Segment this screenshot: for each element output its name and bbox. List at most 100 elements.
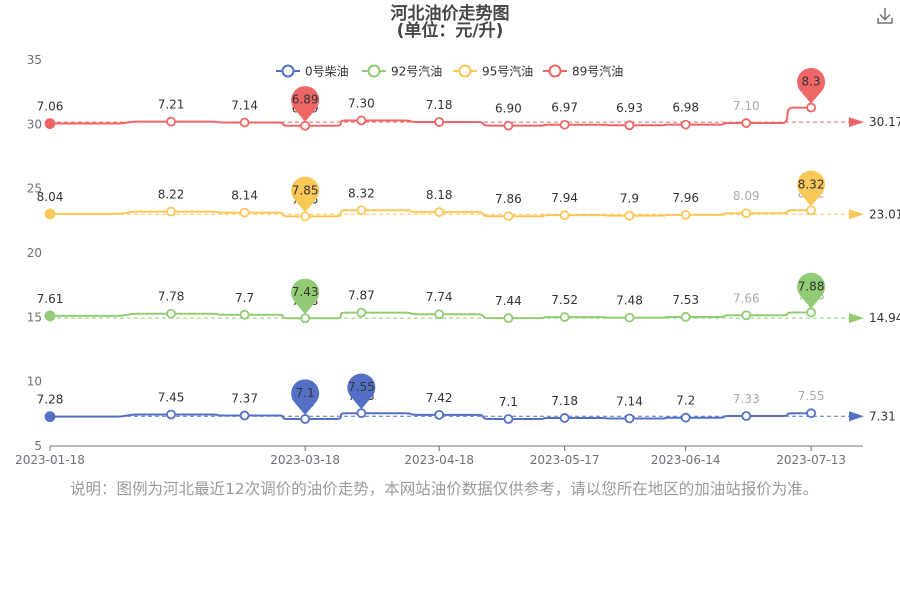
x-tick-label: 2023-05-17 bbox=[530, 453, 600, 467]
data-point bbox=[300, 414, 311, 424]
data-point bbox=[300, 313, 311, 324]
data-label: 7.78 bbox=[158, 290, 185, 304]
data-point bbox=[624, 120, 635, 131]
data-point bbox=[300, 211, 311, 222]
data-point bbox=[624, 210, 635, 221]
y-tick-label: 5 bbox=[34, 439, 42, 453]
data-point bbox=[680, 312, 691, 322]
y-tick-label: 30 bbox=[27, 117, 42, 131]
legend-item[interactable]: 92号汽油 bbox=[362, 64, 442, 79]
pin-label: 6.89 bbox=[292, 93, 319, 107]
series-line bbox=[50, 311, 812, 320]
max-min-pin bbox=[291, 379, 320, 415]
average-arrow bbox=[849, 313, 864, 324]
x-tick-label: 2023-03-18 bbox=[270, 453, 340, 467]
legend-label: 95号汽油 bbox=[482, 64, 533, 79]
data-point bbox=[741, 208, 752, 219]
data-point bbox=[680, 412, 691, 423]
legend-marker bbox=[367, 64, 381, 78]
max-min-pin bbox=[291, 176, 320, 213]
data-label: 8.32 bbox=[348, 186, 375, 200]
data-label: 6.93 bbox=[616, 101, 643, 115]
data-label: 7.45 bbox=[158, 390, 185, 404]
download-icon-glyph bbox=[877, 8, 893, 24]
footnote: 说明：图例为河北最近12次调价的油价走势，本网站油价数据仅供参考，请以您所在地区… bbox=[70, 480, 819, 498]
legend-marker bbox=[458, 64, 472, 78]
average-arrow bbox=[849, 209, 864, 220]
chart-title: 河北油价走势图 bbox=[390, 4, 510, 24]
max-min-pin bbox=[797, 272, 826, 309]
legend-marker bbox=[281, 64, 295, 78]
average-label: 23.01 bbox=[869, 207, 900, 221]
data-label: 7.94 bbox=[551, 191, 578, 205]
legend-label: 0号柴油 bbox=[305, 65, 349, 79]
data-label: 7.48 bbox=[616, 294, 643, 308]
data-point bbox=[806, 102, 817, 113]
pin-label: 7.1 bbox=[296, 386, 315, 400]
data-point bbox=[434, 117, 445, 127]
y-tick-label: 15 bbox=[27, 310, 42, 324]
data-label: 7.21 bbox=[158, 98, 185, 112]
pin-label: 8.32 bbox=[798, 177, 825, 191]
data-label: 7.66 bbox=[733, 291, 760, 305]
data-label: 6.98 bbox=[672, 101, 699, 115]
data-point bbox=[300, 120, 311, 131]
data-point bbox=[44, 310, 56, 322]
pin-label: 7.85 bbox=[292, 183, 319, 197]
data-label: 7.86 bbox=[495, 192, 522, 206]
series-line bbox=[50, 106, 812, 127]
data-point bbox=[166, 409, 176, 420]
data-label: 7.14 bbox=[616, 394, 643, 408]
legend-item[interactable]: 89号汽油 bbox=[543, 64, 623, 79]
data-label: 7.55 bbox=[798, 389, 825, 403]
average-arrow bbox=[849, 117, 864, 128]
data-label: 8.14 bbox=[231, 189, 258, 203]
legend-item[interactable]: 0号柴油 bbox=[276, 64, 349, 79]
data-label: 7.30 bbox=[348, 96, 375, 110]
data-label: 7.61 bbox=[37, 292, 64, 306]
average-arrow bbox=[849, 411, 864, 422]
average-label: 30.17 bbox=[869, 115, 900, 129]
data-point bbox=[624, 312, 635, 323]
data-point bbox=[166, 308, 176, 319]
data-point bbox=[559, 413, 570, 423]
pin-label: 7.88 bbox=[798, 279, 825, 293]
x-tick-label: 2023-04-18 bbox=[404, 453, 474, 467]
legend-item[interactable]: 95号汽油 bbox=[453, 64, 533, 79]
pin-label: 7.55 bbox=[348, 380, 375, 394]
data-label: 6.97 bbox=[551, 101, 578, 115]
data-label: 8.18 bbox=[426, 188, 453, 202]
data-point bbox=[434, 409, 445, 420]
data-point bbox=[741, 118, 752, 128]
data-point bbox=[356, 115, 367, 126]
data-label: 7.18 bbox=[551, 394, 578, 408]
data-point bbox=[356, 205, 367, 216]
pin-label: 7.43 bbox=[292, 285, 319, 299]
legend-label: 92号汽油 bbox=[391, 64, 442, 79]
data-point bbox=[559, 210, 570, 221]
data-point bbox=[741, 310, 752, 321]
data-label: 7.42 bbox=[426, 391, 453, 405]
data-point bbox=[503, 414, 514, 424]
y-tick-label: 20 bbox=[27, 246, 42, 260]
legend-label: 89号汽油 bbox=[572, 64, 623, 79]
data-label: 7.06 bbox=[37, 100, 64, 114]
average-label: 14.94 bbox=[869, 311, 900, 325]
data-point bbox=[166, 116, 176, 127]
data-point bbox=[559, 312, 570, 322]
pin-label: 8.3 bbox=[802, 75, 821, 89]
data-label: 7.37 bbox=[231, 392, 258, 406]
data-point bbox=[239, 309, 250, 320]
max-min-pin bbox=[291, 278, 320, 315]
data-label: 7.96 bbox=[672, 191, 699, 205]
average-label: 7.31 bbox=[869, 409, 896, 423]
data-point bbox=[624, 413, 635, 424]
series-line bbox=[50, 412, 812, 420]
data-label: 7.9 bbox=[620, 192, 639, 206]
data-point bbox=[503, 211, 514, 222]
data-point bbox=[44, 118, 56, 129]
data-point bbox=[356, 307, 367, 318]
download-icon[interactable] bbox=[874, 5, 896, 27]
data-label: 8.04 bbox=[37, 190, 64, 204]
x-tick-label: 2023-06-14 bbox=[651, 453, 721, 467]
